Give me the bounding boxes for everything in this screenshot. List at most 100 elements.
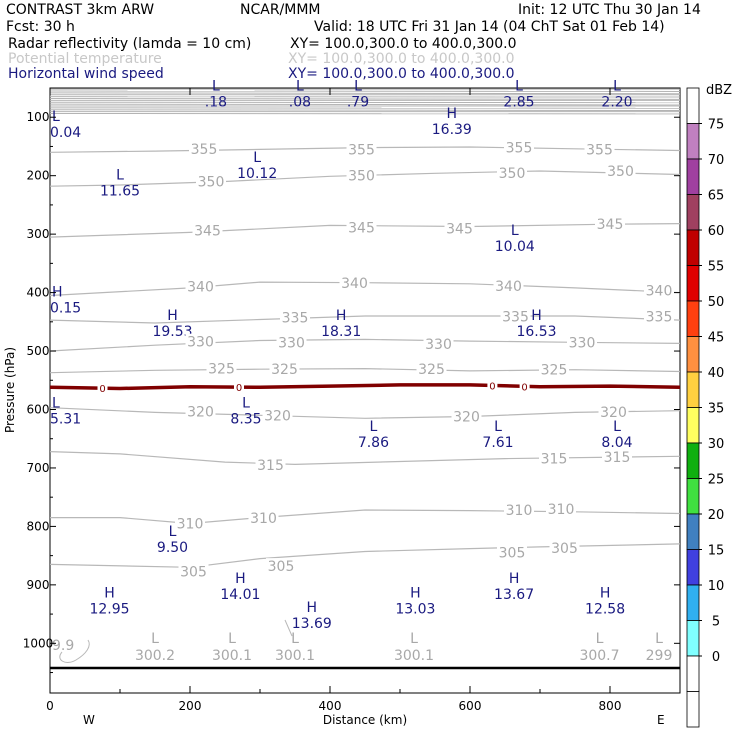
wind-extremum: L2.20	[601, 79, 632, 111]
field-xy-reflectivity: XY= 100.0,300.0 to 400.0,300.0	[290, 36, 517, 52]
wind-extremum-value: 16.39	[432, 122, 472, 138]
wind-extremum-value: .79	[347, 95, 369, 111]
wind-extremum-value: 2.85	[503, 95, 534, 111]
wind-extremum-value: 13.69	[292, 616, 332, 632]
theta-label-mask	[248, 510, 279, 525]
theta-label-315: 315	[541, 452, 568, 468]
wind-extremum: H16.39	[432, 106, 472, 138]
theta-edge-label: 9.9	[52, 638, 74, 654]
colorbar-swatch	[686, 584, 700, 621]
wind-extremum: L7.61	[482, 419, 513, 451]
colorbar-swatch	[686, 549, 700, 586]
theta-contour-350	[50, 170, 680, 187]
wind-extremum: H13.69	[292, 600, 332, 632]
theta-label-mask	[451, 408, 482, 423]
zero-label-mask	[234, 381, 244, 393]
theta-label-315: 315	[257, 458, 284, 474]
theta-label-320: 320	[264, 408, 291, 424]
x-tick-label: 600	[459, 699, 482, 713]
zero-label-mask	[487, 379, 498, 391]
colorbar-swatch	[686, 371, 700, 408]
wind-extremum-value: 14.01	[220, 587, 260, 603]
wind-extremum-type: L	[296, 79, 304, 95]
field-name-wind: Horizontal wind speed	[8, 66, 164, 82]
colorbar-swatch	[686, 87, 700, 124]
colorbar-level-label: 5	[712, 615, 720, 630]
theta-label-325: 325	[541, 363, 568, 379]
wind-extremum-type: H	[104, 585, 115, 601]
theta-label-mask	[189, 140, 219, 155]
theta-label-350: 350	[607, 164, 634, 180]
theta-label-mask	[266, 558, 296, 573]
wind-extremum: L10.12	[237, 150, 277, 182]
wind-extremum: H12.95	[89, 585, 129, 617]
wind-extremum-value: .08	[289, 95, 311, 111]
theta-label-mask	[262, 407, 293, 422]
plot-frame	[49, 87, 681, 694]
wind-extremum-value: 7.86	[358, 435, 389, 451]
colorbar-level-label: 30	[708, 437, 725, 452]
theta-label-315: 315	[604, 450, 631, 466]
wind-extremum-type: L	[253, 150, 261, 166]
colorbar-level-label: 50	[708, 295, 725, 310]
x-end-label-east: E	[657, 713, 665, 727]
theta-label-mask	[175, 515, 205, 530]
upper-contour-line	[50, 92, 680, 95]
theta-label-mask	[546, 500, 576, 515]
wind-extremum-value: 19.53	[152, 324, 192, 340]
wind-extremum-type: L	[369, 419, 377, 435]
theta-label-340: 340	[646, 283, 673, 299]
upper-contour-line	[50, 103, 680, 106]
wind-extremum-value: 18.31	[321, 324, 361, 340]
theta-label-330: 330	[187, 335, 214, 351]
wind-extremum-type: L	[613, 419, 621, 435]
theta-label-mask	[598, 403, 629, 418]
theta-label-355: 355	[586, 142, 613, 158]
theta-label-350: 350	[198, 175, 225, 191]
x-tick-label: 200	[179, 699, 202, 713]
colorbar-swatch	[686, 300, 700, 337]
wind-extremum-type: L	[511, 223, 519, 239]
wind-extremum: L9.50	[157, 524, 188, 556]
wind-extremum-type: H	[531, 308, 542, 324]
theta-label-335: 335	[282, 311, 309, 327]
wind-extremum-value: 11.65	[100, 184, 140, 200]
theta-label-310: 310	[177, 516, 204, 532]
theta-low-value: 300.1	[212, 648, 252, 664]
theta-low-value: 300.7	[579, 648, 619, 664]
wind-extremum-value: 12.95	[89, 601, 129, 617]
wind-extremum-type: H	[509, 571, 520, 587]
theta-label-325: 325	[271, 362, 298, 378]
colorbar-level-label: 15	[708, 544, 725, 559]
theta-label-310: 310	[250, 511, 277, 527]
colorbar-level-label: 20	[708, 508, 725, 523]
theta-label-355: 355	[348, 142, 375, 158]
theta-low-marker: L	[655, 631, 663, 647]
theta-label-mask	[423, 336, 454, 351]
y-tick-label: 700	[27, 461, 50, 475]
wind-extremum-type: L	[354, 79, 362, 95]
theta-small-contour	[59, 639, 90, 663]
theta-low-marker: L	[596, 631, 604, 647]
wind-extremum-type: H	[52, 284, 63, 300]
wind-extremum: L.08	[289, 79, 311, 111]
wind-extremum: L11.65	[100, 168, 140, 200]
theta-label-305: 305	[268, 559, 295, 575]
wind-extremum-type: H	[336, 308, 347, 324]
field-xy-theta: XY= 100.0,300.0 to 400.0,300.0	[288, 51, 515, 67]
colorbar-level-label: 60	[708, 224, 725, 239]
colorbar-level-label: 75	[708, 118, 725, 133]
theta-label-mask	[539, 361, 569, 376]
colorbar-level-label: 70	[708, 153, 725, 168]
theta-label-mask	[549, 540, 580, 555]
wind-extremum: L8.35	[230, 395, 261, 427]
reflectivity-zero-contour	[50, 383, 680, 391]
theta-label-mask	[346, 219, 377, 234]
y-tick-label: 300	[27, 227, 50, 241]
colorbar-swatch	[686, 194, 700, 231]
x-tick-label: 800	[599, 699, 622, 713]
theta-label-350: 350	[348, 169, 375, 185]
theta-label-320: 320	[187, 404, 214, 420]
wind-extremum-value: 0.15	[50, 300, 81, 316]
colorbar-unit: dBZ	[706, 83, 732, 98]
